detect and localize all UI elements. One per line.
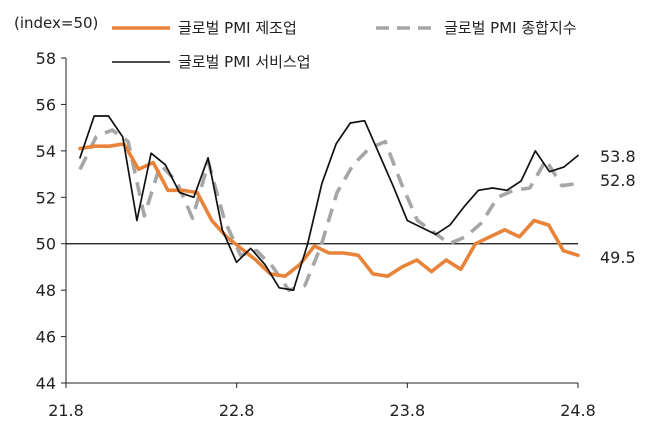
y-axis: 44 46 48 50 52 54 56 58 — [36, 49, 66, 393]
y-tick-label: 52 — [36, 188, 56, 207]
legend-label-composite: 글로벌 PMI 종합지수 — [444, 19, 577, 37]
end-value-label-2: 53.8 — [600, 147, 636, 166]
y-tick-label: 50 — [36, 235, 56, 254]
end-value-label-1: 52.8 — [600, 171, 636, 190]
y-tick-label: 46 — [36, 328, 56, 347]
x-axis: 21.8 22.8 23.8 24.8 — [48, 243, 596, 420]
x-tick-label: 21.8 — [48, 401, 84, 420]
y-tick-label: 48 — [36, 281, 56, 300]
series-layer — [78, 115, 580, 292]
x-tick-label: 24.8 — [560, 401, 596, 420]
end-value-label-0: 49.5 — [600, 248, 636, 267]
legend: 글로벌 PMI 제조업 글로벌 PMI 종합지수 글로벌 PMI 서비스업 — [112, 19, 577, 71]
series-line-0 — [78, 142, 580, 279]
y-tick-label: 44 — [36, 374, 56, 393]
y-tick-label: 56 — [36, 95, 56, 114]
end-labels: 53.8 52.8 49.5 — [600, 147, 636, 267]
x-tick-label: 22.8 — [219, 401, 255, 420]
series-line-1 — [78, 128, 579, 292]
x-tick-label: 23.8 — [390, 401, 426, 420]
legend-label-services: 글로벌 PMI 서비스업 — [178, 53, 311, 71]
legend-label-manufacturing: 글로벌 PMI 제조업 — [178, 19, 297, 37]
y-tick-label: 58 — [36, 49, 56, 68]
unit-label: (index=50) — [14, 14, 98, 32]
series-line-2 — [79, 115, 579, 291]
y-tick-label: 54 — [36, 142, 56, 161]
